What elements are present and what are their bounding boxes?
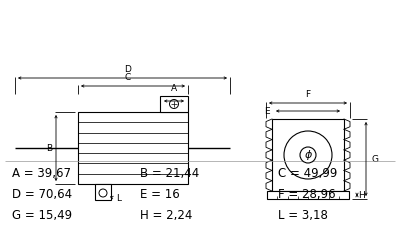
Text: A: A [171, 84, 177, 93]
Bar [272, 119, 344, 191]
Bar [267, 191, 349, 199]
Text: $\phi$: $\phi$ [304, 148, 312, 162]
Text: D: D [124, 65, 131, 74]
Text: B = 21,44: B = 21,44 [140, 167, 199, 180]
Bar [78, 112, 188, 184]
Text: L = 3,18: L = 3,18 [278, 208, 328, 222]
Text: F = 28,96: F = 28,96 [278, 187, 336, 200]
Circle shape [284, 131, 332, 179]
Text: H = 2,24: H = 2,24 [140, 208, 192, 222]
Text: E = 16: E = 16 [140, 187, 180, 200]
Text: H: H [358, 190, 365, 199]
Circle shape [170, 100, 178, 109]
Text: L: L [116, 193, 121, 202]
Text: G: G [371, 154, 378, 164]
Circle shape [99, 189, 107, 197]
Bar [95, 184, 111, 200]
Text: C = 49,99: C = 49,99 [278, 167, 337, 180]
Bar [160, 96, 188, 112]
Text: E: E [264, 107, 270, 116]
Text: D = 70,64: D = 70,64 [12, 187, 72, 200]
Text: A = 39,67: A = 39,67 [12, 167, 71, 180]
Text: C: C [125, 73, 131, 82]
Text: G = 15,49: G = 15,49 [12, 208, 72, 222]
Text: F: F [306, 90, 310, 99]
Text: B: B [46, 143, 52, 152]
Circle shape [300, 147, 316, 163]
